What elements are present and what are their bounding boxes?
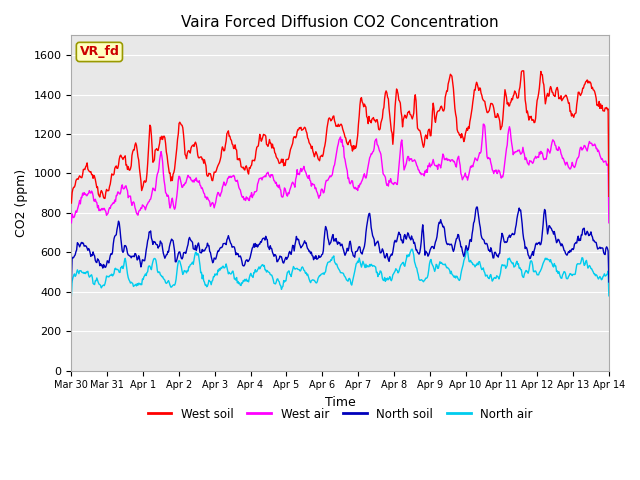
Legend: West soil, West air, North soil, North air: West soil, West air, North soil, North a…	[143, 403, 538, 425]
Title: Vaira Forced Diffusion CO2 Concentration: Vaira Forced Diffusion CO2 Concentration	[181, 15, 499, 30]
Y-axis label: CO2 (ppm): CO2 (ppm)	[15, 169, 28, 237]
Text: VR_fd: VR_fd	[79, 46, 119, 59]
X-axis label: Time: Time	[324, 396, 355, 409]
